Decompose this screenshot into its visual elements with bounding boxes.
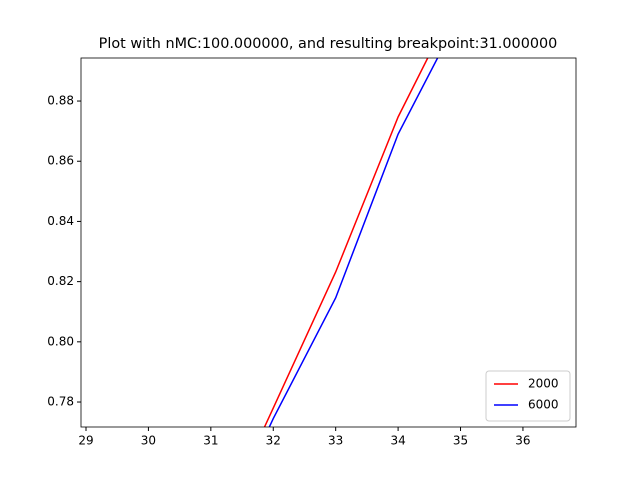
y-tick-label: 0.86	[47, 154, 74, 168]
x-tick-label: 33	[328, 434, 343, 448]
series-line	[263, 58, 429, 427]
legend-label: 6000	[528, 398, 559, 412]
y-tick-label: 0.88	[47, 94, 74, 108]
x-tick-label: 30	[141, 434, 156, 448]
x-tick-label: 36	[515, 434, 530, 448]
chart-title: Plot with nMC:100.000000, and resulting …	[99, 36, 558, 52]
x-tick-label: 31	[203, 434, 218, 448]
x-tick-label: 35	[453, 434, 468, 448]
series-line	[268, 58, 439, 427]
x-tick-label: 32	[266, 434, 281, 448]
y-tick-label: 0.78	[47, 395, 74, 409]
y-tick-label: 0.84	[47, 214, 74, 228]
x-tick-label: 34	[390, 434, 405, 448]
y-tick-label: 0.82	[47, 274, 74, 288]
x-tick-label: 29	[78, 434, 93, 448]
axes-frame	[80, 57, 577, 428]
y-tick-label: 0.80	[47, 334, 74, 348]
legend-label: 2000	[528, 377, 559, 391]
plot-area	[263, 58, 439, 427]
